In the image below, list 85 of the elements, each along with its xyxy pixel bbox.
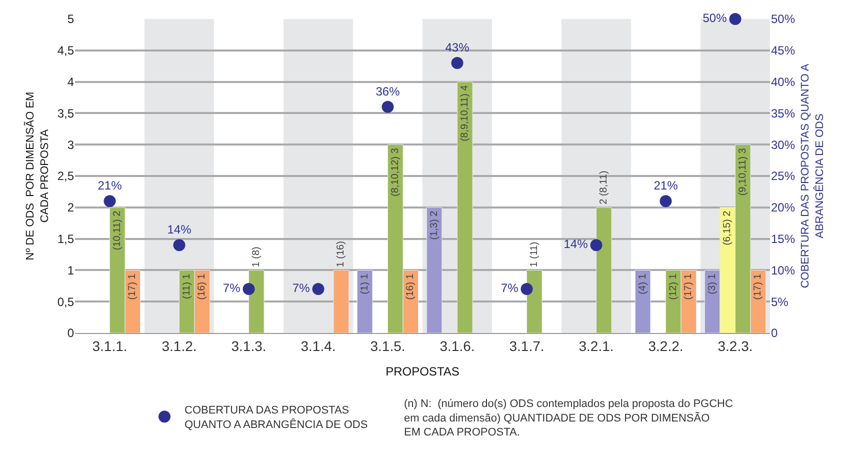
data-label: 14% [564,237,588,252]
data-label: (17) 1 [127,273,138,300]
legend-label: COBERTURA DAS PROPOSTAS QUANTO A ABRANGÊNCIA DE ODS [184,404,368,432]
y2-tick-label: 45% [771,44,796,58]
bar [356,270,373,333]
x-axis-title: PROPOSTAS [386,364,460,379]
bar [526,270,542,333]
data-label: (6,15) 2 [722,210,734,246]
data-label: (12) 1 [668,273,679,300]
data-label: (1,3) 2 [428,210,440,240]
data-label: (8,10,12) 3 [390,148,401,196]
x-tick-label: 3.1.1. [92,338,128,354]
data-label: (3) 1 [706,273,718,294]
x-tick-label: 3.2.3. [718,338,753,354]
data-label: 1 (16) [336,241,347,268]
y-tick-label: 4,5 [57,44,74,58]
data-label: 50% [702,11,728,25]
y-tick-label: 2,5 [57,169,74,184]
y-tick-label: 0,5 [57,294,74,309]
data-label: 7% [222,281,241,296]
data-label: 21% [98,178,122,193]
x-tick-label: 3.1.4. [300,338,336,354]
bar [426,207,442,333]
data-label: 43% [445,40,470,54]
point [520,283,533,296]
point [382,100,394,113]
data-label: (17) 1 [752,273,764,300]
data-label: 36% [376,84,400,98]
bar [333,270,350,333]
y-tick-label: 1,5 [57,232,74,246]
data-label: (16) 1 [405,273,416,300]
point [729,13,742,25]
point [173,239,186,252]
x-tick-label: 3.1.6. [440,338,475,354]
data-label: 1 (11) [528,242,540,268]
y-tick-label: 3,5 [57,106,74,120]
x-tick-label: 3.2.2. [648,338,684,354]
data-label: (9,10,11) 3 [737,148,748,196]
data-label: 14% [167,222,192,237]
y2-tick-label: 30% [771,138,796,152]
bar [634,270,651,333]
y2-tick-label: 10% [771,263,796,278]
bar [457,82,473,333]
point [660,195,672,208]
y2-tick-label: 0 [771,326,778,340]
point [590,239,602,252]
data-label: (17) 1 [683,273,694,300]
y-tick-label: 1 [67,263,74,278]
y2-axis-title: COBERTURA DAS PROPOSTAS QUANTO A ABRANGÊNCIA DE ODS [800,63,826,288]
point [104,195,116,208]
y2-tick-label: 25% [771,169,796,184]
y-tick-label: 2 [67,200,74,215]
data-label: 7% [292,281,310,296]
y-tick-label: 5 [67,12,74,26]
y-tick-label: 4 [67,75,74,89]
x-tick-label: 3.1.3. [231,338,266,354]
bar [596,207,612,333]
y-tick-label: 0 [67,326,74,340]
point [312,283,324,296]
data-label: (8,9,10,11) 4 [459,84,470,142]
data-label: 7% [500,281,519,296]
y-tick-label: 3 [67,138,74,152]
y2-tick-label: 40% [771,75,796,89]
x-tick-label: 3.1.2. [162,338,197,354]
data-label: (10,11) 2 [112,210,123,250]
data-label: (16) 1 [196,273,208,300]
x-tick-label: 3.1.5. [370,338,406,354]
y-axis-title: Nº DE ODS POR DIMENSÃO EM CADA PROPOSTA [24,92,51,260]
bar [248,270,264,333]
point [242,283,255,296]
point [451,56,464,69]
data-label: (4) 1 [637,273,648,294]
text: (n) N: (número do(s) ODS contemplados pela proposta do PGCHC em cada dimensão) QUANTIDADE DE ODS POR DIMENSÃO EM CADA PROPOSTA. [404,398,733,439]
x-tick-label: 3.2.1. [578,338,614,354]
y2-tick-label: 5% [771,294,789,309]
x-tick-label: 3.1.7. [509,338,544,354]
y2-tick-label: 20% [771,200,796,215]
y2-tick-label: 35% [771,106,796,120]
data-label: 1 (8) [250,246,262,268]
data-label: 2 (8,11) [598,170,610,204]
data-label: 21% [654,178,678,193]
y2-tick-label: 15% [771,232,796,246]
data-label: (1) 1 [359,273,370,294]
data-label: (11) 1 [181,273,192,300]
y2-tick-label: 50% [771,12,796,26]
